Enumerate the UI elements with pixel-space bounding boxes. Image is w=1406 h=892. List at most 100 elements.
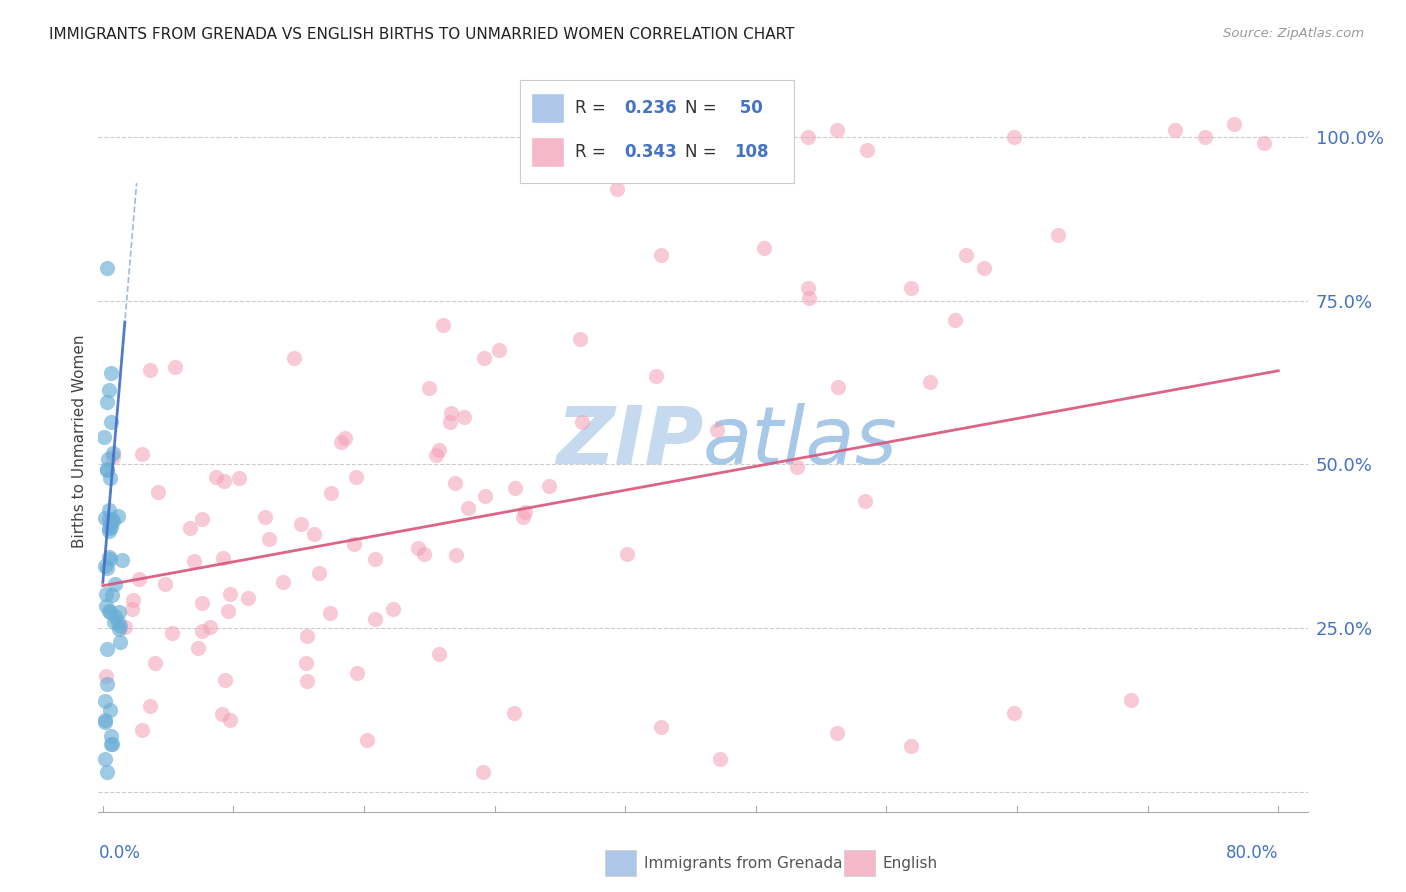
Point [1002,706,1025,721]
Bar [844,850,875,876]
Point [204,469,226,483]
Y-axis label: Births to Unmarried Women: Births to Unmarried Women [72,334,87,549]
Text: N =: N = [685,143,721,161]
Point [356,732,378,747]
Point [606,182,628,196]
Point [191,624,214,638]
Point [96,463,118,477]
Point [211,706,233,721]
Point [308,566,330,581]
Point [98,551,121,566]
Point [827,123,849,137]
Bar [605,850,636,876]
Point [163,359,186,374]
Point [100,416,122,430]
Point [101,450,124,464]
Point [333,431,356,445]
Point [94,669,117,683]
Point [363,551,385,566]
Point [329,435,352,450]
Point [153,577,176,591]
Point [97,604,120,618]
Point [1046,228,1069,243]
Point [143,657,166,671]
Point [1253,136,1275,151]
Point [98,383,121,397]
Point [98,549,121,564]
Point [290,516,312,531]
Point [97,503,120,517]
Point [856,143,879,157]
Point [453,410,475,425]
Text: 0.0%: 0.0% [98,845,141,863]
Point [382,602,405,616]
Point [297,674,319,689]
Point [253,509,276,524]
Point [131,447,153,461]
Point [408,541,430,556]
Text: 0.236: 0.236 [624,99,678,117]
Point [139,363,162,377]
Text: 50: 50 [734,99,763,117]
Point [98,703,121,717]
Point [271,574,294,589]
Text: 80.0%: 80.0% [1226,845,1278,863]
Point [425,448,447,462]
Point [319,485,342,500]
Point [444,548,467,562]
Point [432,318,454,333]
Point [96,641,118,656]
Point [139,699,162,714]
Point [98,471,121,485]
Point [183,553,205,567]
Text: 108: 108 [734,143,769,161]
Point [96,676,118,690]
Point [94,587,117,601]
Point [179,521,201,535]
Point [198,620,221,634]
Point [128,572,150,586]
Point [650,248,672,262]
Text: Source: ZipAtlas.com: Source: ZipAtlas.com [1223,27,1364,40]
Point [503,481,526,495]
Point [346,665,368,680]
Point [512,509,534,524]
Point [93,559,115,574]
Point [94,752,117,766]
Point [111,553,134,567]
Point [1164,123,1187,137]
Point [900,280,922,294]
Point [444,476,467,491]
Point [214,673,236,687]
Text: R =: R = [575,99,612,117]
Point [104,577,127,591]
Point [706,423,728,437]
Point [121,601,143,615]
Point [427,647,450,661]
Point [98,512,121,526]
Point [440,406,463,420]
Point [616,547,638,561]
Point [93,714,115,728]
Point [96,462,118,476]
Point [228,471,250,485]
Point [187,641,209,656]
Text: R =: R = [575,143,612,161]
Point [160,625,183,640]
Point [319,606,342,620]
Point [427,442,450,457]
Point [93,430,115,444]
Point [503,706,526,721]
Point [100,737,122,751]
Point [304,527,326,541]
Point [217,604,239,618]
Point [752,241,775,255]
Point [297,629,319,643]
Point [457,501,479,516]
Point [472,765,495,780]
Point [108,619,131,633]
Point [94,511,117,525]
Point [103,615,125,629]
Point [571,415,593,429]
Point [1121,693,1143,707]
